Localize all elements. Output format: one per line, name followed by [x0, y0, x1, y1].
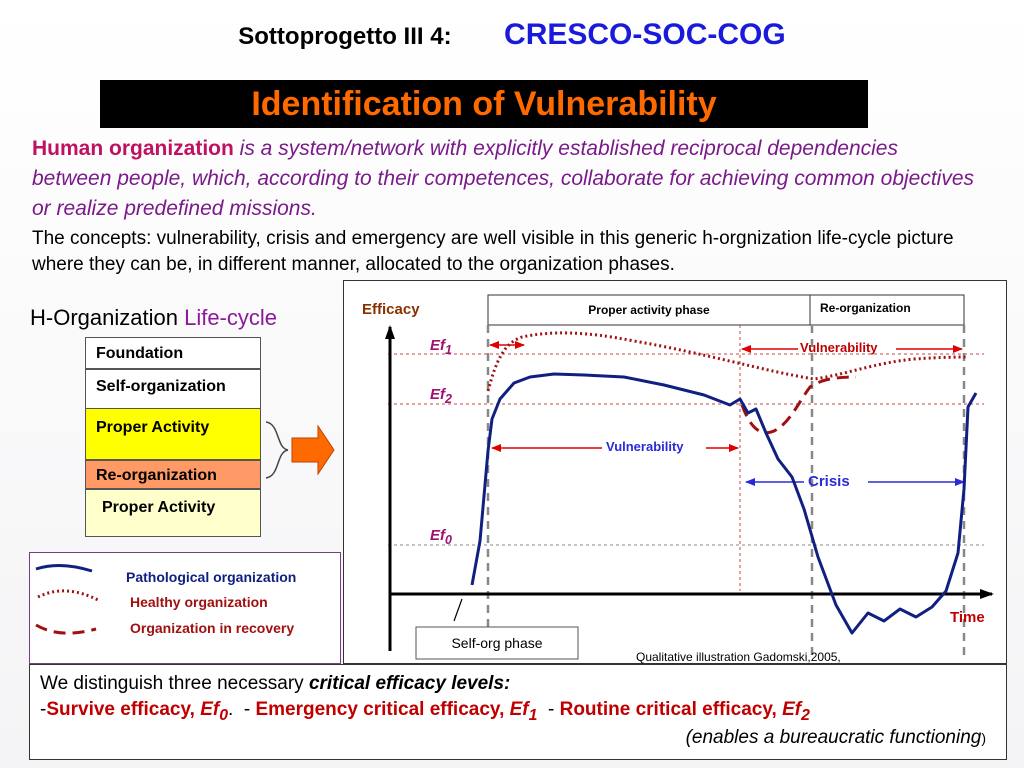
- vulnerability-mid-label: Vulnerability: [606, 439, 684, 454]
- intro-plain: The concepts: vulnerability, crisis and …: [32, 228, 954, 275]
- phase-proper-activity-2: Proper Activity: [85, 489, 261, 537]
- diagram-canvas: [385, 294, 994, 661]
- ef0-label: Ef0: [430, 527, 452, 547]
- orange-arrow-icon: [291, 424, 335, 476]
- crisis-label: Crisis: [808, 473, 850, 490]
- subproject-label: Sottoprogetto III 4:: [238, 23, 452, 50]
- slide-header: Sottoprogetto III 4: CRESCO-SOC-COG: [0, 18, 1024, 52]
- lifecycle-diagram: Efficacy Time Proper activity phase Re-o…: [343, 280, 1007, 664]
- self-org-box: [415, 626, 579, 660]
- phase-box-reorg: [809, 294, 965, 326]
- phase-foundation: Foundation: [85, 337, 261, 369]
- x-axis-label: Time: [950, 609, 985, 626]
- brace-shape: [265, 421, 289, 479]
- recovery-curve: [740, 375, 857, 435]
- ef1-label: Ef1: [430, 337, 452, 357]
- legend-label-healthy: Healthy organization: [130, 594, 268, 610]
- intro-lead-bold: Human organization: [32, 137, 234, 160]
- intro-text: Human organization is a system/network w…: [32, 134, 982, 278]
- critical-levels-intro: We distinguish three necessary critical …: [40, 673, 511, 694]
- legend-swatches: [35, 564, 101, 635]
- title-bar: Identification of Vulnerability: [100, 80, 868, 128]
- lifecycle-arrow: [265, 421, 335, 479]
- credit-label: Qualitative illustration Gadomski,2005,: [636, 650, 841, 664]
- legend-swatch-recovery: [35, 623, 97, 635]
- phase-proper-activity: Proper Activity: [85, 408, 261, 460]
- project-name: CRESCO-SOC-COG: [504, 18, 786, 51]
- legend-swatch-pathological: [35, 564, 93, 573]
- vulnerability-top-label: Vulnerability: [800, 340, 878, 355]
- phase-proper-label: Proper activity phase: [588, 303, 710, 317]
- phase-self-organization: Self-organization: [85, 369, 261, 409]
- legend-label-pathological: Pathological organization: [126, 569, 297, 585]
- lifecycle-heading: H-Organization Life-cycle: [30, 305, 277, 330]
- y-axis-label: Efficacy: [362, 301, 420, 318]
- legend-swatch-healthy: [37, 589, 101, 603]
- self-org-pointer: [453, 598, 463, 622]
- pathological-curve: [470, 372, 978, 635]
- legend-box: Pathological organization Healthy organi…: [29, 552, 341, 664]
- phase-re-organization: Re-organization: [85, 460, 261, 489]
- self-org-phase-label: Self-org phase: [451, 635, 543, 651]
- intro-lead-rest: is a system/network with explicitly esta…: [32, 137, 975, 220]
- routine-note: (enables a bureaucratic functioning): [685, 726, 986, 748]
- slide-title: Identification of Vulnerability: [251, 85, 717, 123]
- phase-box-proper: [487, 294, 811, 326]
- critical-levels-box: We distinguish three necessary critical …: [29, 664, 1007, 760]
- phase-reorg-label: Re-organization: [820, 301, 911, 315]
- healthy-curve: [486, 331, 967, 392]
- critical-levels-list: -Survive efficacy, Ef0. - Emergency crit…: [40, 699, 810, 724]
- ef2-label: Ef2: [430, 386, 452, 406]
- legend-label-recovery: Organization in recovery: [130, 620, 295, 636]
